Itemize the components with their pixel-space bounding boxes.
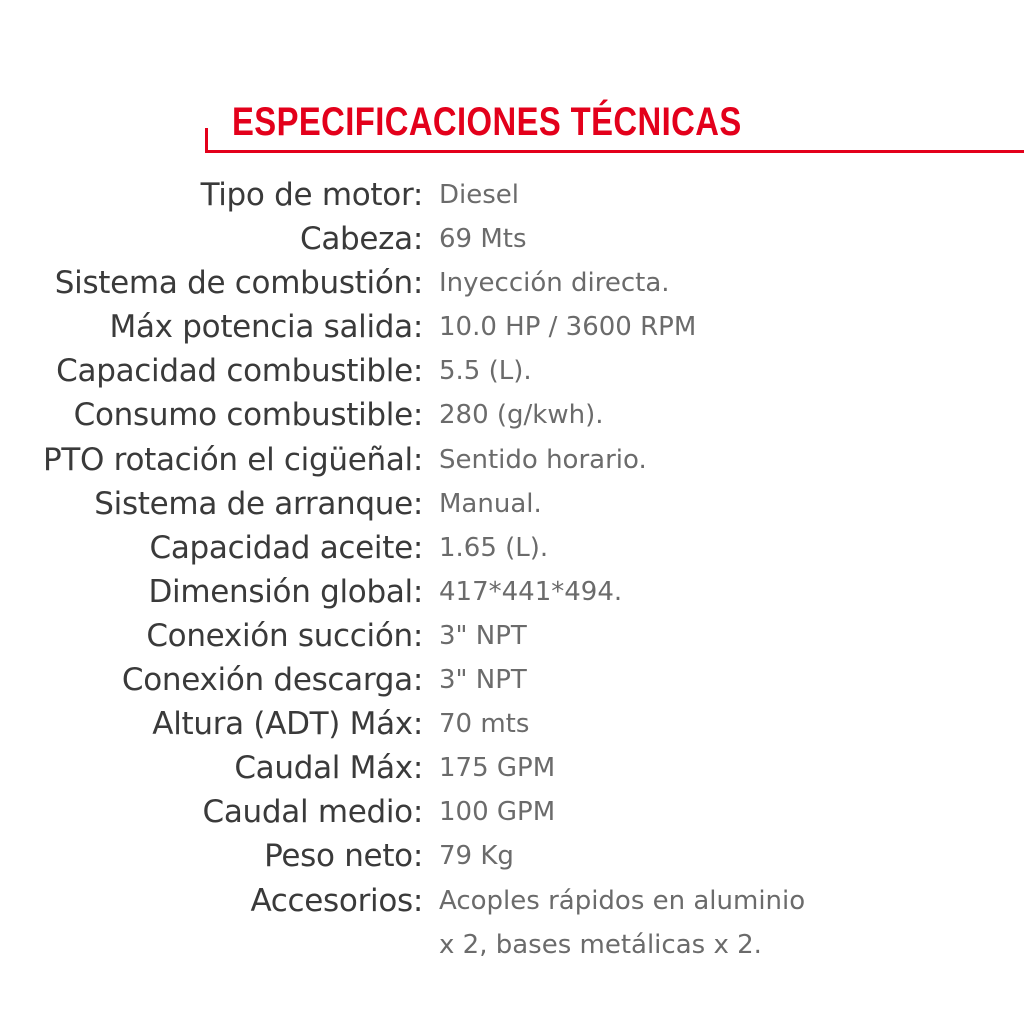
spec-row: Caudal Máx: 175 GPM bbox=[0, 748, 1024, 792]
spec-value: Sentido horario. bbox=[439, 434, 647, 482]
spec-value: 10.0 HP / 3600 RPM bbox=[439, 301, 696, 349]
spec-row: Máx potencia salida: 10.0 HP / 3600 RPM bbox=[0, 307, 1024, 351]
spec-label: Sistema de arranque: bbox=[94, 485, 423, 522]
spec-label: Accesorios: bbox=[250, 882, 423, 919]
spec-value: 100 GPM bbox=[439, 786, 555, 834]
spec-label: Dimensión global: bbox=[148, 573, 423, 610]
spec-label: Peso neto: bbox=[264, 838, 423, 875]
spec-value: 3" NPT bbox=[439, 654, 527, 702]
spec-table: Tipo de motor: Diesel Cabeza: 69 Mts Sistema… bbox=[0, 175, 1024, 960]
spec-row: Sistema de arranque: Manual. bbox=[0, 484, 1024, 528]
spec-label: PTO rotación el cigüeñal: bbox=[43, 441, 423, 478]
spec-row: Cabeza: 69 Mts bbox=[0, 219, 1024, 263]
spec-value: 70 mts bbox=[439, 698, 529, 746]
spec-row: Altura (ADT) Máx: 70 mts bbox=[0, 704, 1024, 748]
spec-label: Altura (ADT) Máx: bbox=[152, 706, 423, 743]
spec-row: Caudal medio: 100 GPM bbox=[0, 792, 1024, 836]
spec-label: Capacidad aceite: bbox=[149, 529, 424, 566]
spec-label: Capacidad combustible: bbox=[56, 353, 423, 390]
spec-row: Accesorios: Acoples rápidos en aluminio x … bbox=[0, 881, 1024, 960]
spec-label: Cabeza: bbox=[299, 221, 423, 258]
spec-row: Conexión succión: 3" NPT bbox=[0, 616, 1024, 660]
spec-value-text: 10.0 HP / 3600 RPM bbox=[439, 312, 697, 343]
spec-value: 175 GPM bbox=[439, 742, 555, 790]
spec-value: Manual. bbox=[439, 478, 542, 526]
spec-label: Conexión succión: bbox=[146, 617, 423, 654]
spec-value-text: 417*441*494. bbox=[439, 576, 623, 607]
spec-label: Caudal Máx: bbox=[234, 750, 423, 787]
spec-value-text: 79 Kg bbox=[439, 841, 514, 872]
spec-value-text: 70 mts bbox=[439, 709, 530, 740]
spec-row: PTO rotación el cigüeñal: Sentido horario… bbox=[0, 440, 1024, 484]
spec-value: Diesel bbox=[439, 169, 519, 217]
spec-row: Sistema de combustión: Inyección directa. bbox=[0, 263, 1024, 307]
spec-value-text: 280 (g/kwh). bbox=[439, 400, 604, 431]
spec-value-text: Inyección directa. bbox=[439, 268, 670, 299]
spec-value-text: 69 Mts bbox=[439, 224, 527, 255]
spec-value-text: Manual. bbox=[439, 488, 542, 519]
spec-value-text-line2: x 2, bases metálicas x 2. bbox=[439, 929, 762, 960]
spec-row: Capacidad combustible: 5.5 (L). bbox=[0, 351, 1024, 395]
spec-value: Inyección directa. bbox=[439, 257, 670, 305]
spec-value-text: 1.65 (L). bbox=[439, 532, 549, 563]
spec-value: 417*441*494. bbox=[439, 566, 622, 614]
title-rule-horizontal bbox=[205, 150, 1024, 153]
spec-value-text: 175 GPM bbox=[439, 753, 556, 784]
spec-value: 79 Kg bbox=[439, 830, 514, 878]
spec-row: Peso neto: 79 Kg bbox=[0, 836, 1024, 880]
spec-label: Tipo de motor: bbox=[200, 177, 424, 213]
spec-label: Consumo combustible: bbox=[73, 397, 424, 434]
spec-row: Consumo combustible: 280 (g/kwh). bbox=[0, 395, 1024, 439]
spec-label: Sistema de combustión: bbox=[54, 265, 424, 302]
spec-value: 3" NPT bbox=[439, 610, 527, 658]
spec-row: Dimensión global: 417*441*494. bbox=[0, 572, 1024, 616]
spec-row: Capacidad aceite: 1.65 (L). bbox=[0, 528, 1024, 572]
spec-row: Tipo de motor: Diesel bbox=[0, 175, 1024, 219]
spec-value: 5.5 (L). bbox=[439, 345, 532, 393]
spec-value-text: Sentido horario. bbox=[439, 444, 647, 475]
spec-value: 280 (g/kwh). bbox=[439, 389, 604, 437]
spec-value: 1.65 (L). bbox=[439, 522, 548, 570]
spec-label: Conexión descarga: bbox=[121, 662, 423, 699]
spec-label: Caudal medio: bbox=[202, 794, 423, 831]
section-title: ESPECIFICACIONES TÉCNICAS bbox=[232, 100, 742, 144]
spec-value-text: 3" NPT bbox=[439, 620, 527, 651]
spec-value-text: 5.5 (L). bbox=[439, 356, 532, 387]
spec-value-text: Acoples rápidos en aluminio bbox=[439, 885, 806, 916]
title-rule-vertical bbox=[205, 128, 208, 153]
spec-value: 69 Mts bbox=[439, 213, 527, 261]
spec-value-text: 100 GPM bbox=[439, 797, 556, 828]
spec-value-text: 3" NPT bbox=[439, 665, 527, 696]
spec-label: Máx potencia salida: bbox=[109, 309, 424, 346]
spec-row: Conexión descarga: 3" NPT bbox=[0, 660, 1024, 704]
spec-value-text: Diesel bbox=[439, 180, 520, 210]
spec-value: Acoples rápidos en aluminio x 2, bases me… bbox=[439, 875, 805, 967]
